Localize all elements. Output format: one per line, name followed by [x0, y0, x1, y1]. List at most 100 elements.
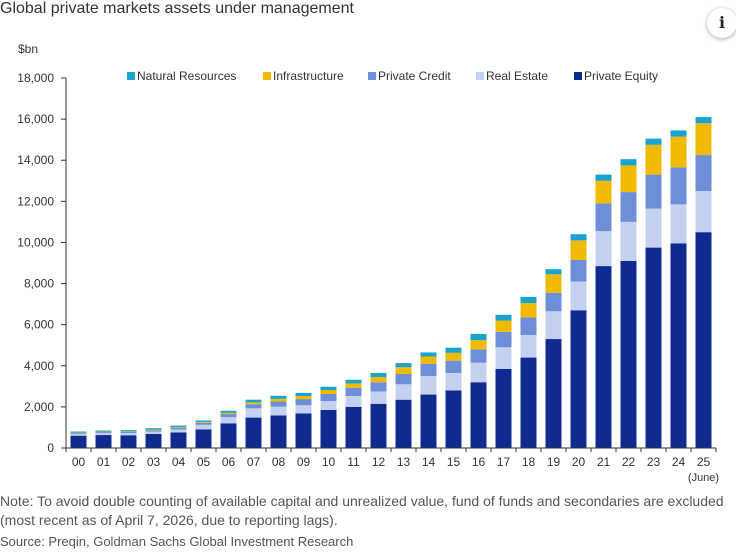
bar-segment [270, 401, 287, 407]
y-tick-label: 8,000 [24, 277, 54, 291]
bar-stack [95, 430, 112, 448]
legend-item: Private Credit [368, 69, 451, 83]
bar-stack [620, 159, 637, 448]
bar-segment [695, 191, 712, 233]
bar-segment [545, 311, 562, 340]
bar-segment [420, 356, 437, 364]
bar-segment [395, 374, 412, 385]
legend-label: Private Credit [378, 69, 451, 83]
legend-swatch [574, 72, 582, 80]
x-axis: 00 01 02 03 04 05 06 07 08 09 10 11 12 13 14 15 16 17 18 19… [65, 447, 719, 484]
y-tick-label: 0 [47, 441, 54, 455]
bar-segment [370, 377, 387, 383]
bar-segment [345, 383, 362, 388]
bar-segment [670, 204, 687, 244]
bar-segment [220, 412, 237, 415]
bar-segment [195, 420, 212, 422]
bar-segment [570, 240, 587, 260]
bar-segment [570, 259, 587, 282]
x-tick-label: 10 [322, 455, 336, 469]
info-icon[interactable]: i [707, 8, 736, 38]
bar-segment [445, 347, 462, 353]
legend-item: Natural Resources [127, 69, 236, 83]
bar-segment [320, 393, 337, 402]
bar-segment [320, 386, 337, 391]
bar-segment [345, 379, 362, 384]
bar-segment [520, 317, 537, 335]
bar-segment [545, 269, 562, 275]
y-tick-label: 14,000 [17, 153, 54, 167]
bar-segment [120, 430, 137, 432]
bar-segment [470, 340, 487, 350]
bar-segment [195, 424, 212, 430]
x-tick-label: 25 [697, 455, 711, 469]
bar-segment [370, 403, 387, 448]
bar-segment [420, 376, 437, 395]
bar-segment [295, 405, 312, 414]
x-tick-label: 07 [247, 455, 261, 469]
legend-label: Natural Resources [137, 69, 236, 83]
bar-segment [395, 384, 412, 400]
y-tick-label: 2,000 [24, 400, 54, 414]
y-tick-label: 4,000 [24, 359, 54, 373]
bar-segment [195, 421, 212, 423]
bar-stack [595, 174, 612, 448]
bar-segment [645, 138, 662, 145]
bar-stack [520, 296, 537, 448]
bar-segment [70, 435, 87, 448]
bar-segment [170, 425, 187, 428]
legend-label: Real Estate [486, 69, 548, 83]
bar-segment [545, 274, 562, 293]
bar-segment [245, 404, 262, 409]
bar-segment [495, 368, 512, 448]
x-tick-label: 05 [197, 455, 211, 469]
legend-label: Infrastructure [273, 69, 344, 83]
bar-segment [95, 430, 112, 432]
bar-stack [670, 130, 687, 448]
x-tick-label: 22 [622, 455, 636, 469]
bar-segment [620, 260, 637, 448]
bar-segment [595, 174, 612, 181]
bar-segment [495, 347, 512, 369]
bar-segment [445, 390, 462, 448]
y-tick-label: 6,000 [24, 318, 54, 332]
bar-segment [470, 349, 487, 363]
bar-segment [295, 395, 312, 400]
bar-segment [120, 431, 137, 433]
x-tick-label: 14 [422, 455, 436, 469]
bar-segment [95, 435, 112, 448]
bar-segment [420, 394, 437, 448]
bar-stack [245, 399, 262, 448]
bar-segment [445, 372, 462, 391]
bar-segment [695, 117, 712, 124]
legend-item: Real Estate [476, 69, 548, 83]
bar-stack [320, 386, 337, 448]
bar-segment [620, 165, 637, 193]
legend-item: Infrastructure [263, 69, 344, 83]
bar-stack [220, 410, 237, 448]
x-tick-label: 16 [472, 455, 486, 469]
bar-segment [370, 391, 387, 404]
bar-segment [195, 429, 212, 448]
bar-segment [395, 399, 412, 448]
legend-label: Private Equity [584, 69, 658, 83]
bar-segment [645, 208, 662, 248]
bar-stack [270, 395, 287, 448]
bar-segment [370, 382, 387, 392]
x-tick-label: 03 [147, 455, 161, 469]
bar-segment [270, 406, 287, 416]
bar-segment [645, 174, 662, 209]
bar-segment [245, 408, 262, 418]
bar-segment [145, 430, 162, 432]
bar-segment [220, 410, 237, 413]
bar-segment [595, 266, 612, 448]
bar-segment [170, 429, 187, 433]
x-tick-label: 24 [672, 455, 686, 469]
bar-segment [145, 431, 162, 435]
y-axis: 0 2,000 4,000 6,000 8,000 10,000 12,000 14,000 1… [17, 71, 67, 455]
bar-segment [70, 432, 87, 434]
bar-segment [120, 432, 137, 436]
bar-segment [345, 387, 362, 396]
bar-segment [270, 398, 287, 402]
bar-segment [520, 357, 537, 448]
